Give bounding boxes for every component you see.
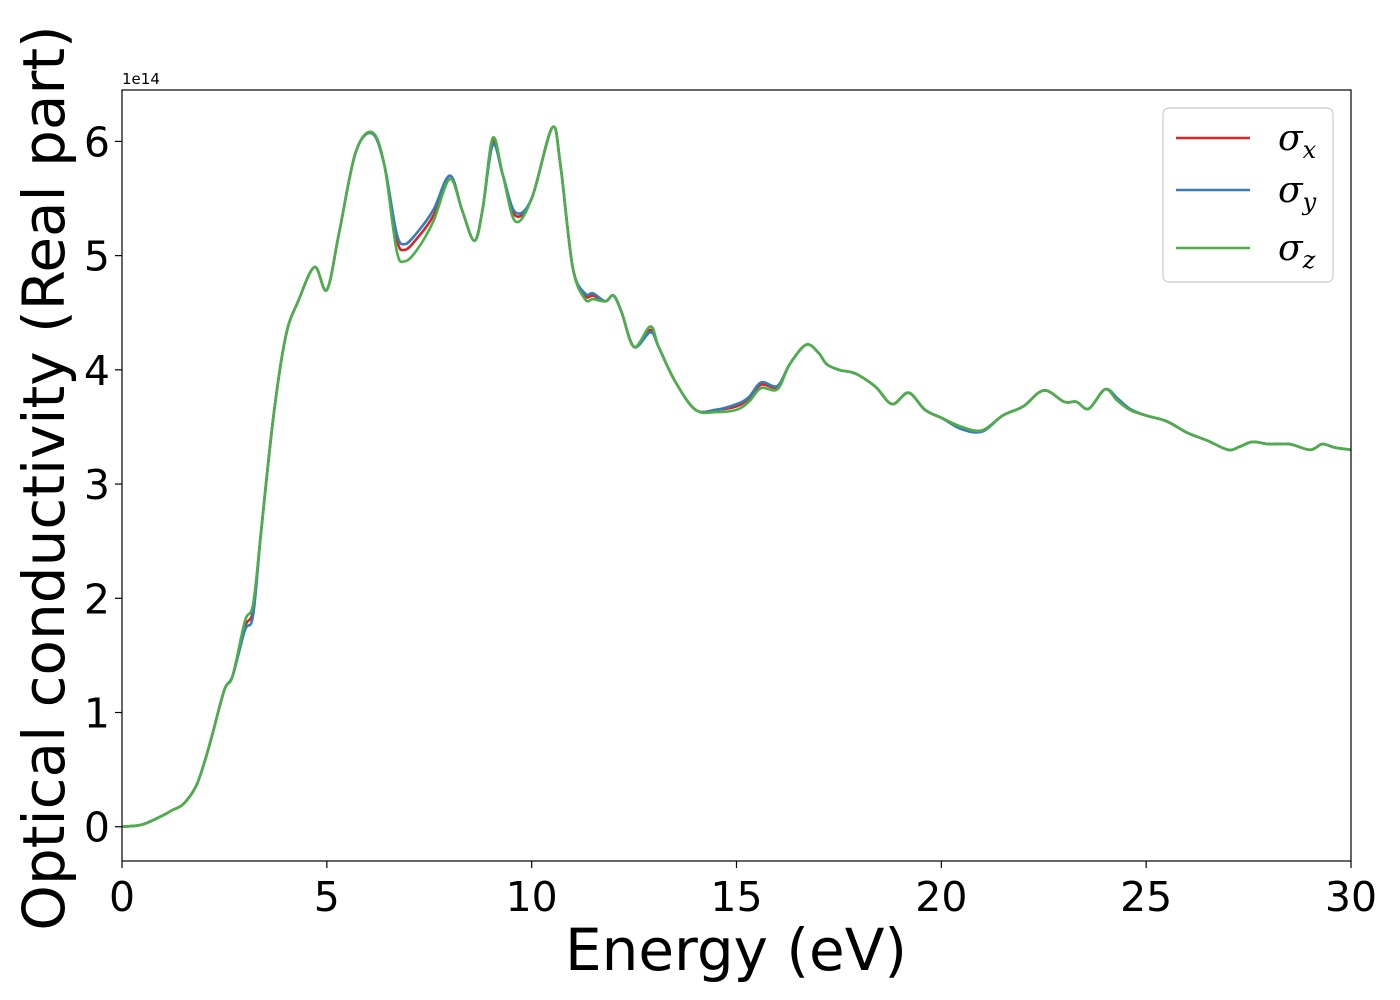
x-tick-label: 20	[915, 873, 967, 921]
legend-label: σy	[1278, 170, 1317, 216]
x-tick-label: 30	[1325, 873, 1377, 921]
y-axis-ticks: 0 1 2 3 4 5 6	[84, 118, 122, 852]
y-tick-label: 4	[84, 347, 110, 395]
y-axis-label: Optical conductivity (Real part)	[10, 25, 78, 930]
legend-label: σz	[1278, 228, 1316, 274]
y-tick-label: 6	[84, 118, 110, 166]
x-tick-label: 0	[109, 873, 135, 921]
x-tick-label: 25	[1120, 873, 1172, 921]
x-tick-label: 10	[506, 873, 558, 921]
x-tick-label: 15	[710, 873, 762, 921]
legend-items: σx σy σz	[1176, 118, 1317, 274]
y-offset-label: 1e14	[122, 70, 160, 88]
legend: σx σy σz	[1162, 107, 1334, 283]
y-tick-label: 2	[84, 575, 110, 623]
y-tick-label: 1	[84, 690, 110, 738]
x-axis-label: Energy (eV)	[565, 916, 907, 984]
x-axis-ticks: 0 5 10 15 20 25 30	[109, 861, 1377, 921]
y-tick-label: 0	[84, 804, 110, 852]
y-tick-label: 3	[84, 461, 110, 509]
legend-box	[1162, 107, 1334, 283]
legend-label: σx	[1278, 118, 1317, 164]
series-layer	[121, 125, 1352, 829]
x-tick-label: 5	[314, 873, 340, 921]
series-line-3	[121, 125, 1352, 829]
y-tick-label: 5	[84, 233, 110, 281]
